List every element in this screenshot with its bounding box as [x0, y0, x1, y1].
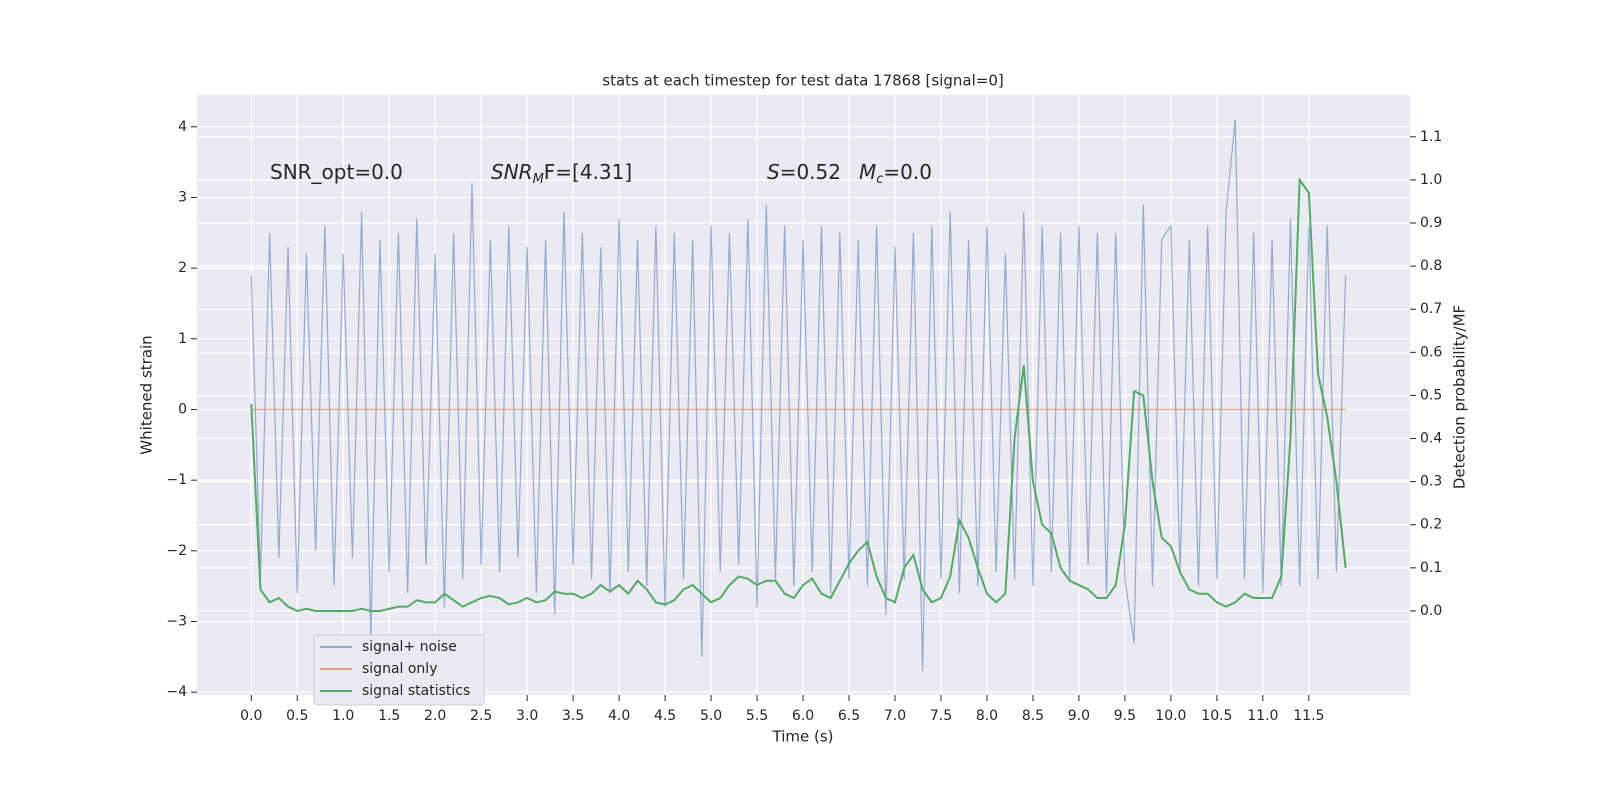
y-axis-label: Whitened strain — [138, 335, 156, 454]
x-tick-label: 2.5 — [470, 708, 492, 724]
y-tick-label: −4 — [166, 684, 187, 700]
annotation-part: F=[4.31] — [544, 160, 632, 184]
x-tick-label: 5.0 — [700, 708, 722, 724]
x-tick-label: 8.5 — [1022, 708, 1044, 724]
y2-tick-label: 0.9 — [1420, 215, 1442, 231]
chart-title: stats at each timestep for test data 178… — [602, 72, 1003, 90]
x-tick-label: 0.0 — [240, 708, 262, 724]
x-tick-label: 1.5 — [378, 708, 400, 724]
x-tick-label: 2.0 — [424, 708, 446, 724]
x-tick-label: 1.0 — [332, 708, 354, 724]
annotation-part: SNR_opt=0.0 — [270, 160, 403, 184]
annotation-part: M — [859, 160, 876, 184]
legend-label: signal+ noise — [362, 639, 457, 655]
x-tick-label: 4.5 — [654, 708, 676, 724]
legend-label: signal statistics — [362, 683, 470, 699]
legend-label: signal only — [362, 661, 437, 677]
x-tick-label: 10.5 — [1201, 708, 1232, 724]
y-tick-label: −2 — [166, 543, 187, 559]
y2-axis-label: Detection probability/MF — [1451, 305, 1469, 489]
x-tick-label: 0.5 — [286, 708, 308, 724]
annotation-part: S — [767, 160, 780, 184]
legend-box — [313, 634, 485, 706]
y2-tick-label: 0.3 — [1420, 474, 1442, 490]
series-line — [250, 119, 1347, 671]
y-tick-label: 4 — [178, 119, 187, 135]
annotation-part: SNR — [491, 160, 533, 184]
x-tick-label: 11.5 — [1293, 708, 1324, 724]
y-tick-label: 2 — [178, 260, 187, 276]
y2-tick-label: 1.0 — [1420, 172, 1442, 188]
x-tick-label: 9.5 — [1114, 708, 1136, 724]
y2-tick-label: 0.5 — [1420, 387, 1442, 403]
x-tick-label: 5.5 — [746, 708, 768, 724]
x-axis-label: Time (s) — [772, 728, 834, 746]
annotation-part: =0.0 — [883, 160, 932, 184]
x-tick-label: 4.0 — [608, 708, 630, 724]
x-tick-label: 7.0 — [884, 708, 906, 724]
y-tick-label: 0 — [178, 401, 187, 417]
x-tick-label: 3.5 — [562, 708, 584, 724]
annotation: SNRMF=[4.31] — [491, 160, 632, 187]
y2-tick-label: 0.2 — [1420, 517, 1442, 533]
annotation-part: c — [876, 172, 883, 187]
annotation-part: =0.52 — [780, 160, 841, 184]
annotation-part: M — [533, 172, 544, 187]
x-tick-label: 3.0 — [516, 708, 538, 724]
annotation: S=0.52 — [767, 160, 841, 184]
y-tick-label: 3 — [178, 189, 187, 205]
x-tick-label: 6.5 — [838, 708, 860, 724]
x-tick-label: 6.0 — [792, 708, 814, 724]
annotation: SNR_opt=0.0 — [270, 160, 403, 184]
x-tick-label: 9.0 — [1068, 708, 1090, 724]
y2-tick-label: 0.6 — [1420, 344, 1442, 360]
series-line — [250, 176, 1347, 613]
y-tick-label: −3 — [166, 614, 187, 630]
x-tick-label: 8.0 — [976, 708, 998, 724]
y2-tick-label: 0.1 — [1420, 560, 1442, 576]
y-tick-label: 1 — [178, 331, 187, 347]
y2-tick-label: 0.8 — [1420, 258, 1442, 274]
x-tick-label: 7.5 — [930, 708, 952, 724]
y2-tick-label: 0.4 — [1420, 431, 1442, 447]
y2-tick-label: 0.0 — [1420, 603, 1442, 619]
x-tick-label: 11.0 — [1247, 708, 1278, 724]
x-tick-label: 10.0 — [1155, 708, 1186, 724]
y-tick-label: −1 — [166, 472, 187, 488]
y2-tick-label: 0.7 — [1420, 301, 1442, 317]
y2-tick-label: 1.1 — [1420, 129, 1442, 145]
annotation: Mc=0.0 — [859, 160, 932, 187]
